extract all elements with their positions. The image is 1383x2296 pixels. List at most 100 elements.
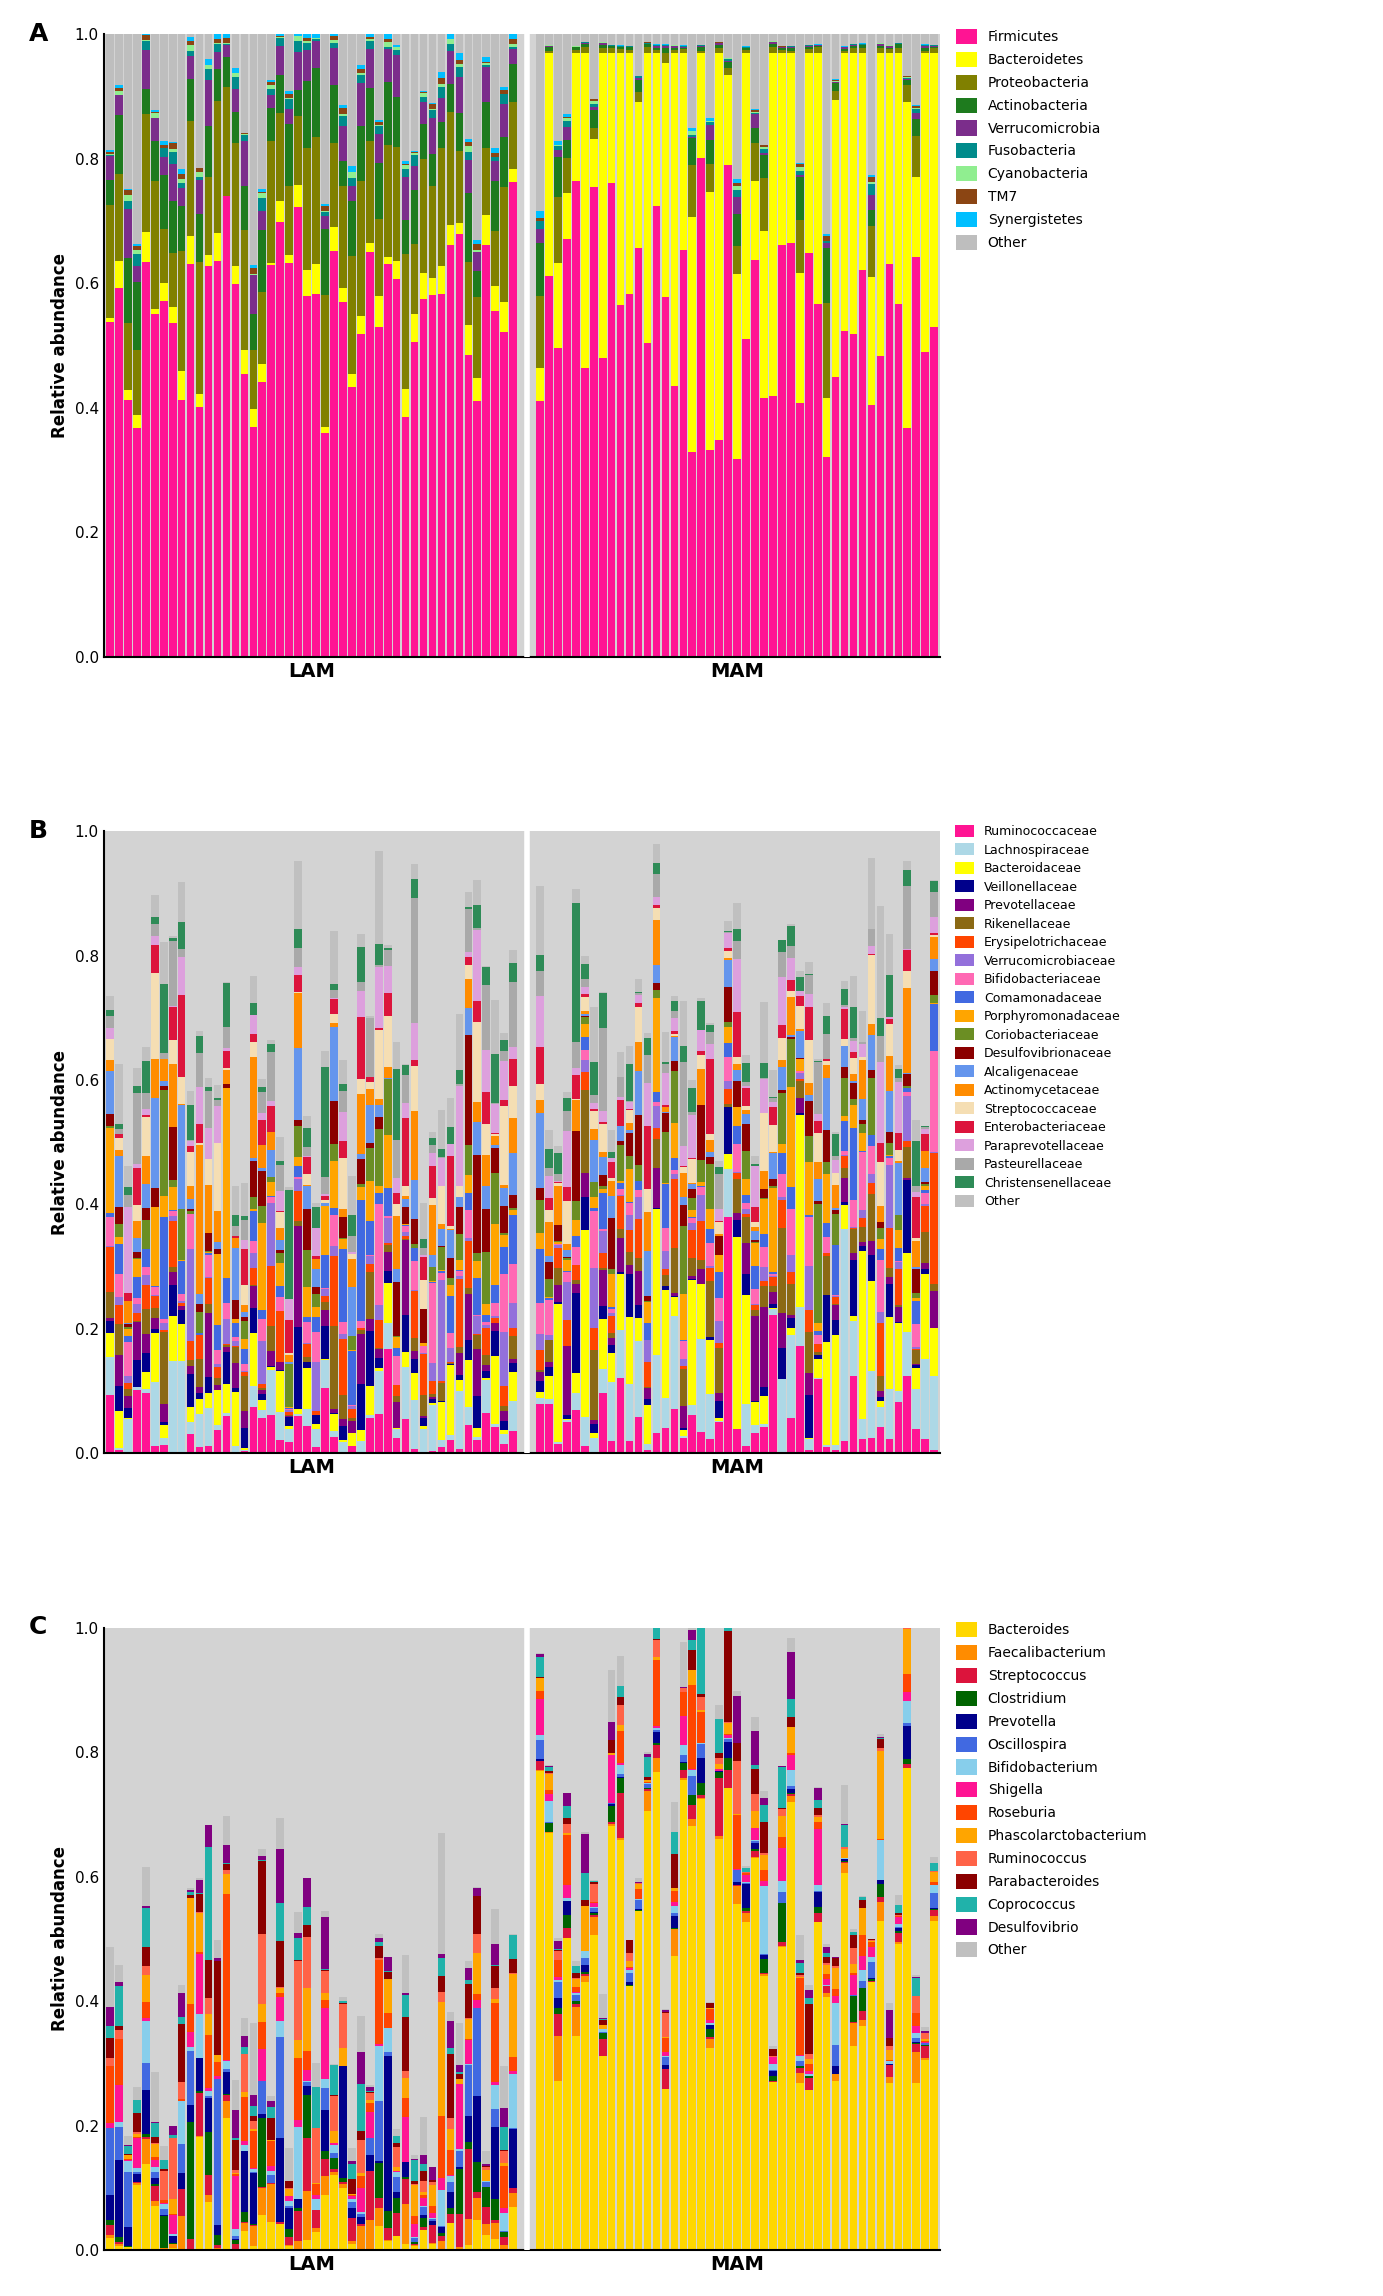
Bar (151, 1329, 159, 1332)
Bar (277, 2037, 284, 2138)
Bar (733, 1219, 741, 1238)
Bar (769, 2050, 777, 2057)
Bar (447, 1258, 454, 1279)
Bar (357, 1334, 365, 1384)
Bar (715, 1773, 723, 1777)
Bar (885, 1056, 893, 1091)
Bar (303, 2241, 311, 2250)
Bar (249, 2170, 257, 2172)
Bar (267, 2108, 275, 2119)
Bar (609, 1740, 615, 1754)
Bar (313, 2211, 319, 2227)
Bar (715, 1720, 723, 1752)
Bar (483, 1316, 490, 1322)
Bar (661, 2064, 669, 2069)
Bar (805, 1332, 813, 1373)
Bar (214, 39, 221, 44)
Bar (823, 1979, 830, 1984)
Bar (133, 1169, 141, 1205)
Bar (106, 2066, 113, 2124)
Bar (151, 916, 159, 925)
Bar (725, 1169, 732, 1217)
Bar (375, 1936, 383, 1938)
Bar (419, 1345, 427, 1352)
Bar (563, 1201, 571, 1244)
Bar (501, 138, 508, 188)
Bar (635, 80, 642, 92)
Bar (841, 1047, 848, 1068)
Bar (366, 1143, 373, 1148)
Bar (849, 1998, 857, 2023)
Bar (447, 2223, 454, 2250)
Bar (581, 367, 589, 657)
Bar (537, 1334, 544, 1350)
Bar (231, 113, 239, 142)
Bar (285, 2188, 293, 2195)
Bar (761, 1958, 768, 1972)
Bar (402, 416, 409, 657)
Bar (581, 1835, 589, 1874)
Bar (689, 1219, 696, 1224)
Bar (877, 1035, 884, 1061)
Bar (375, 2101, 383, 2161)
Bar (931, 1327, 938, 1375)
Bar (214, 1430, 221, 1453)
Bar (509, 1975, 517, 2057)
Bar (277, 1286, 284, 1297)
Bar (223, 1348, 230, 1352)
Bar (545, 34, 553, 46)
Bar (787, 957, 795, 980)
Bar (805, 2004, 813, 2055)
Bar (859, 1217, 866, 1226)
Bar (643, 1791, 651, 1812)
Bar (805, 48, 813, 53)
Bar (643, 1189, 651, 1212)
Bar (411, 1449, 419, 1453)
Bar (491, 147, 499, 154)
Bar (375, 163, 383, 218)
Bar (375, 1414, 383, 1453)
Bar (249, 1267, 257, 1286)
Bar (473, 1396, 481, 1428)
Bar (259, 1120, 266, 1146)
Bar (429, 34, 436, 103)
Bar (491, 1286, 499, 1304)
Bar (115, 2243, 123, 2245)
Bar (169, 163, 177, 202)
Bar (555, 1286, 561, 1302)
Bar (563, 1901, 571, 1915)
Bar (178, 1306, 185, 1309)
Bar (259, 1309, 266, 1318)
Bar (241, 1219, 248, 1240)
Bar (277, 1993, 284, 1998)
Bar (142, 1185, 149, 1208)
Bar (429, 154, 436, 186)
Bar (419, 1281, 427, 1309)
Bar (178, 400, 185, 657)
Bar (903, 1093, 911, 1095)
Bar (429, 2167, 436, 2181)
Bar (455, 2080, 463, 2085)
Bar (429, 2181, 436, 2186)
Bar (715, 1320, 723, 1343)
Bar (859, 1045, 866, 1056)
Bar (671, 1901, 678, 1906)
Bar (885, 2062, 893, 2064)
Bar (447, 1155, 454, 1226)
Bar (133, 250, 141, 253)
Bar (617, 1077, 625, 1097)
Bar (671, 51, 678, 53)
Bar (707, 1045, 714, 1058)
Bar (259, 2115, 266, 2119)
Bar (859, 2020, 866, 2025)
Bar (375, 1100, 383, 1104)
Bar (142, 1975, 149, 2002)
Bar (653, 875, 660, 898)
Bar (223, 34, 230, 37)
Bar (653, 983, 660, 990)
Bar (805, 976, 813, 994)
Bar (375, 967, 383, 1029)
Bar (537, 211, 544, 218)
Bar (455, 1070, 463, 1084)
Bar (384, 34, 391, 39)
